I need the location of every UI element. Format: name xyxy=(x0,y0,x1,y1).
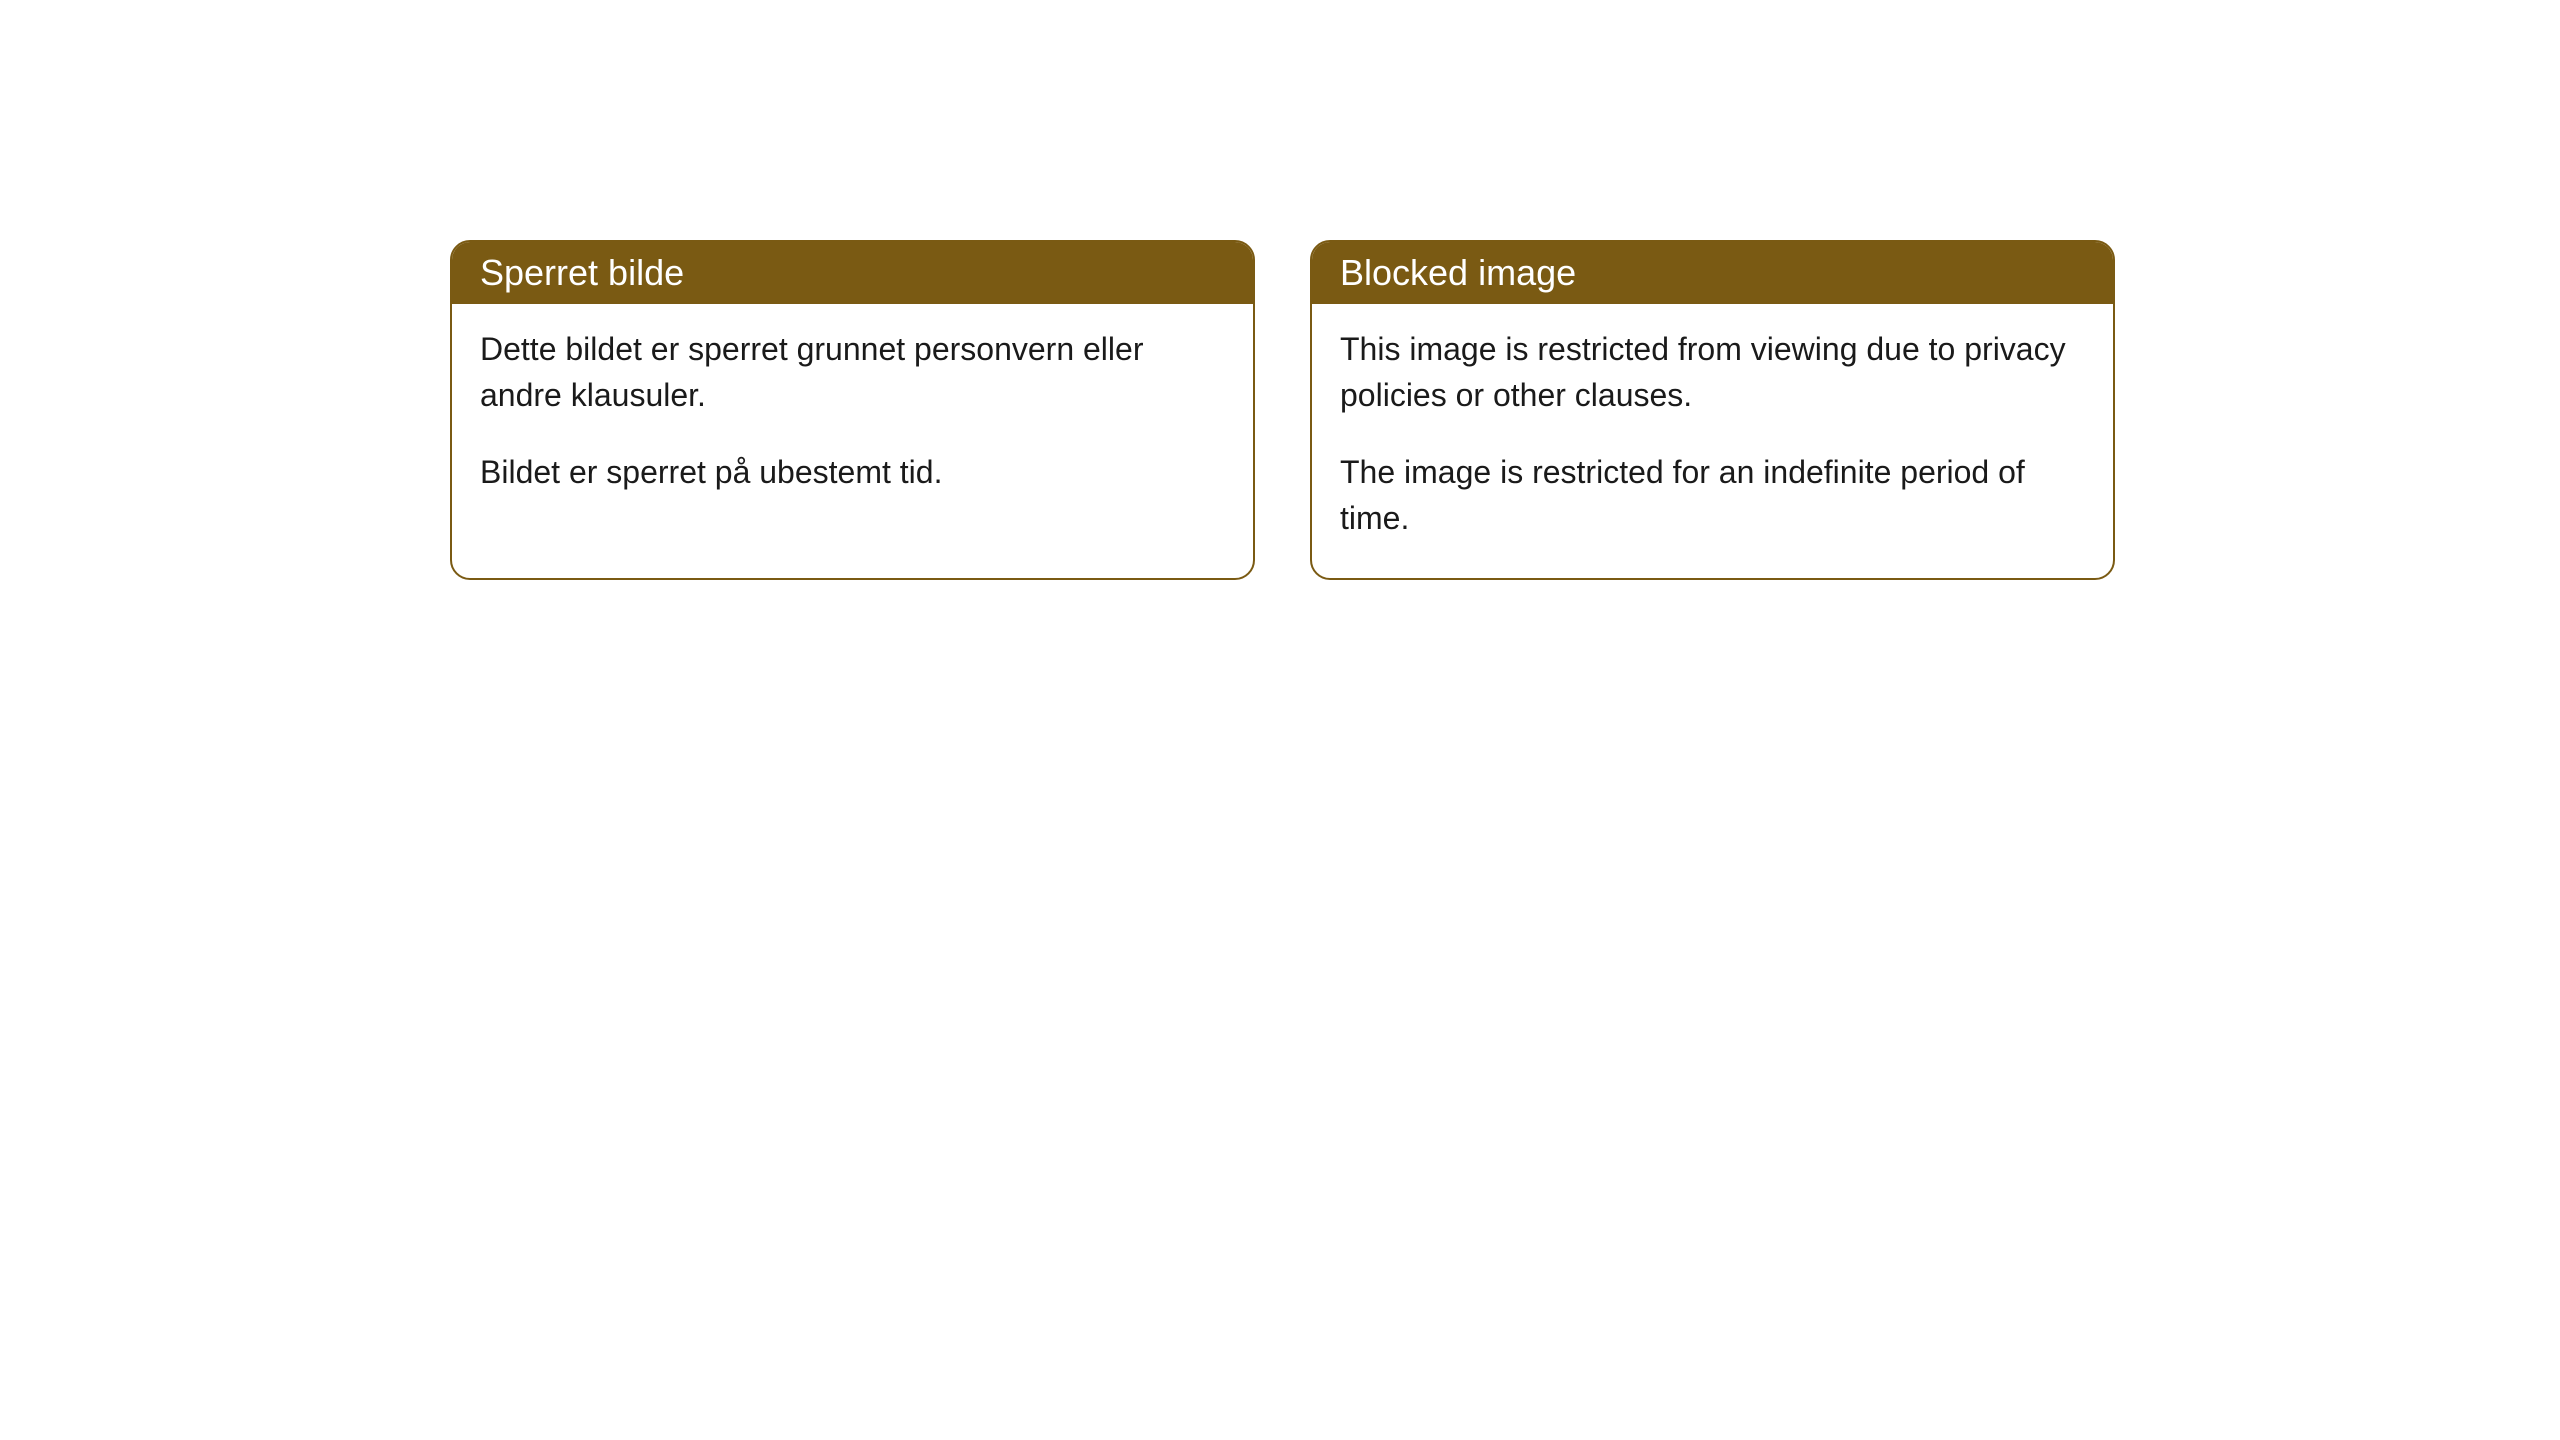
notice-header-norwegian: Sperret bilde xyxy=(452,242,1253,304)
notice-card-english: Blocked image This image is restricted f… xyxy=(1310,240,2115,580)
notice-header-english: Blocked image xyxy=(1312,242,2113,304)
notice-container: Sperret bilde Dette bildet er sperret gr… xyxy=(450,240,2115,580)
notice-paragraph-2-norwegian: Bildet er sperret på ubestemt tid. xyxy=(480,449,1225,495)
notice-card-norwegian: Sperret bilde Dette bildet er sperret gr… xyxy=(450,240,1255,580)
notice-body-norwegian: Dette bildet er sperret grunnet personve… xyxy=(452,304,1253,531)
notice-paragraph-2-english: The image is restricted for an indefinit… xyxy=(1340,449,2085,542)
notice-paragraph-1-norwegian: Dette bildet er sperret grunnet personve… xyxy=(480,326,1225,419)
notice-title-norwegian: Sperret bilde xyxy=(480,252,684,293)
notice-body-english: This image is restricted from viewing du… xyxy=(1312,304,2113,578)
notice-title-english: Blocked image xyxy=(1340,252,1576,293)
notice-paragraph-1-english: This image is restricted from viewing du… xyxy=(1340,326,2085,419)
